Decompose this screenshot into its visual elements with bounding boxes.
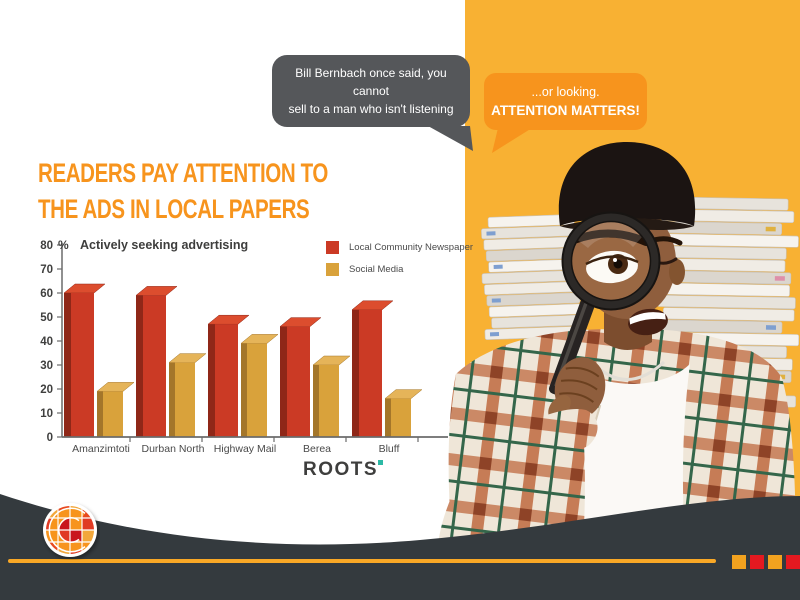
svg-text:50: 50 <box>40 312 53 324</box>
svg-text:10: 10 <box>40 408 53 420</box>
page-title-line-1: READERS PAY ATTENTION TO <box>38 158 328 188</box>
footer-accent-square <box>768 555 782 569</box>
svg-text:30: 30 <box>40 360 53 372</box>
quote-speech-bubble: Bill Bernbach once said, you cannot sell… <box>272 55 470 127</box>
hand-holding-handle <box>548 357 606 420</box>
page-title-line-2: THE ADS IN LOCAL PAPERS <box>38 193 310 224</box>
svg-text:Bluff: Bluff <box>379 443 400 455</box>
legend-label: Local Community Newspaper <box>349 242 474 253</box>
footer-accent-square <box>786 555 800 569</box>
chart-legend: Local Community Newspaper Social Media <box>326 241 473 285</box>
footer-accent-square <box>732 555 746 569</box>
legend-label: Social Media <box>349 264 404 275</box>
legend-swatch-gold <box>326 263 339 276</box>
svg-text:80: 80 <box>40 240 53 252</box>
legend-swatch-red <box>326 241 339 254</box>
chart-unit-label: % <box>58 238 69 252</box>
svg-text:20: 20 <box>40 384 53 396</box>
quote-line-2: sell to a man who isn't listening <box>288 102 454 116</box>
svg-text:40: 40 <box>40 336 53 348</box>
svg-text:60: 60 <box>40 288 53 300</box>
svg-text:70: 70 <box>40 264 53 276</box>
svg-text:Durban North: Durban North <box>141 443 204 455</box>
chart-title: Actively seeking advertising <box>80 238 249 252</box>
mosaic-c-logo <box>43 503 97 557</box>
quote-line-1: Bill Bernbach once said, you cannot <box>295 66 447 98</box>
response-line-2: ATTENTION MATTERS! <box>491 102 640 118</box>
page-title: READERS PAY ATTENTION TO THE ADS IN LOCA… <box>38 156 328 228</box>
footer-accent-square <box>750 555 764 569</box>
svg-text:Highway Mail: Highway Mail <box>214 443 276 455</box>
svg-text:0: 0 <box>47 432 53 444</box>
roots-logo: ROOTS <box>303 459 384 481</box>
newspapers-stack-left <box>481 214 586 340</box>
footer-band <box>0 494 800 600</box>
open-mouth <box>628 308 668 336</box>
roots-trademark-icon <box>378 460 384 465</box>
legend-item-newspaper: Local Community Newspaper <box>326 241 473 254</box>
svg-text:Amanzimtoti: Amanzimtoti <box>72 443 130 455</box>
response-line-1: ...or looking. <box>531 84 600 99</box>
afro-hair <box>558 142 696 226</box>
arm-sleeve <box>436 408 598 562</box>
legend-item-social: Social Media <box>326 263 473 276</box>
footer-accent-squares <box>732 555 800 569</box>
bar-chart-panel: 0 10 20 30 40 50 60 70 80 Amanzimtoti Durban North… <box>28 236 474 470</box>
footer-accent-line <box>8 559 716 563</box>
bar-chart: 0 10 20 30 40 50 60 70 80 Amanzimtoti Durban North… <box>40 240 448 455</box>
response-speech-bubble: ...or looking. ATTENTION MATTERS! <box>484 73 647 130</box>
svg-text:Berea: Berea <box>303 443 331 455</box>
roots-logo-text: ROOTS <box>303 459 379 480</box>
